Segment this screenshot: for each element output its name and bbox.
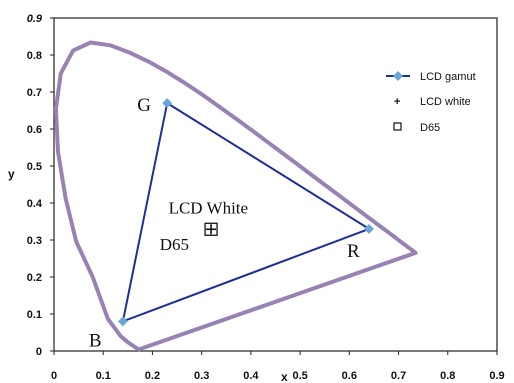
- gamut-point: [364, 223, 374, 234]
- x-tick-label: 0.1: [96, 370, 111, 382]
- x-tick-label: 0.4: [243, 370, 259, 382]
- spectral-locus-curve: [53, 40, 418, 352]
- annotation-label: B: [89, 330, 102, 351]
- annotation-label: R: [347, 241, 360, 262]
- d65-marker: [204, 222, 218, 236]
- x-tick-label: 0: [51, 370, 57, 382]
- annotation-label: D65: [160, 235, 189, 254]
- x-tick-label: 0.9: [489, 370, 504, 382]
- y-tick-label: 0.6: [27, 124, 42, 136]
- legend: LCD gamut + LCD white D65: [380, 62, 494, 142]
- y-tick-label: 0.3: [27, 235, 42, 247]
- x-tick-label: 0.6: [342, 370, 357, 382]
- legend-white-marker: +: [394, 96, 400, 108]
- y-tick-label: 0.9: [27, 13, 43, 25]
- legend-white-label: LCD white: [420, 96, 471, 108]
- annotation-label: LCD White: [169, 198, 248, 217]
- x-tick-label: 0.2: [145, 370, 160, 382]
- legend-d65-marker: [393, 122, 402, 131]
- y-tick-label: 0.7: [27, 87, 42, 99]
- y-axis-label: y: [8, 167, 15, 181]
- x-tick-label: 0.5: [292, 370, 307, 382]
- x-tick-label: 0.8: [440, 370, 455, 382]
- lcd-white-marker: [206, 224, 217, 235]
- x-tick-label: 0.3: [194, 370, 209, 382]
- y-tick-label: 0.4: [27, 198, 43, 210]
- y-tick-label: 0: [36, 346, 42, 358]
- gamut-point: [162, 98, 173, 109]
- y-tick-label: 0.1: [27, 309, 42, 321]
- x-tick-label: 0.7: [391, 370, 406, 382]
- y-tick-label: 0.5: [27, 161, 42, 173]
- d65-point: [204, 222, 218, 236]
- annotation-label: G: [137, 95, 151, 116]
- y-tick-label: 0.2: [27, 272, 42, 284]
- x-axis-ticks: 0 0.1 0.2 0.3 0.4 0.5 0.6 0.7 0.8 0.9: [51, 351, 505, 382]
- legend-gamut-label: LCD gamut: [420, 71, 476, 83]
- lcd-gamut-line: [121, 101, 370, 323]
- point-annotations: G R B LCD White D65: [89, 95, 360, 351]
- y-tick-label: 0.8: [27, 50, 42, 62]
- legend-d65-label: D65: [420, 122, 440, 134]
- y-axis-ticks: 0 0.1 0.2 0.3 0.4 0.5 0.6 0.7 0.8 0.9: [27, 13, 54, 358]
- x-axis-label: x: [281, 370, 288, 383]
